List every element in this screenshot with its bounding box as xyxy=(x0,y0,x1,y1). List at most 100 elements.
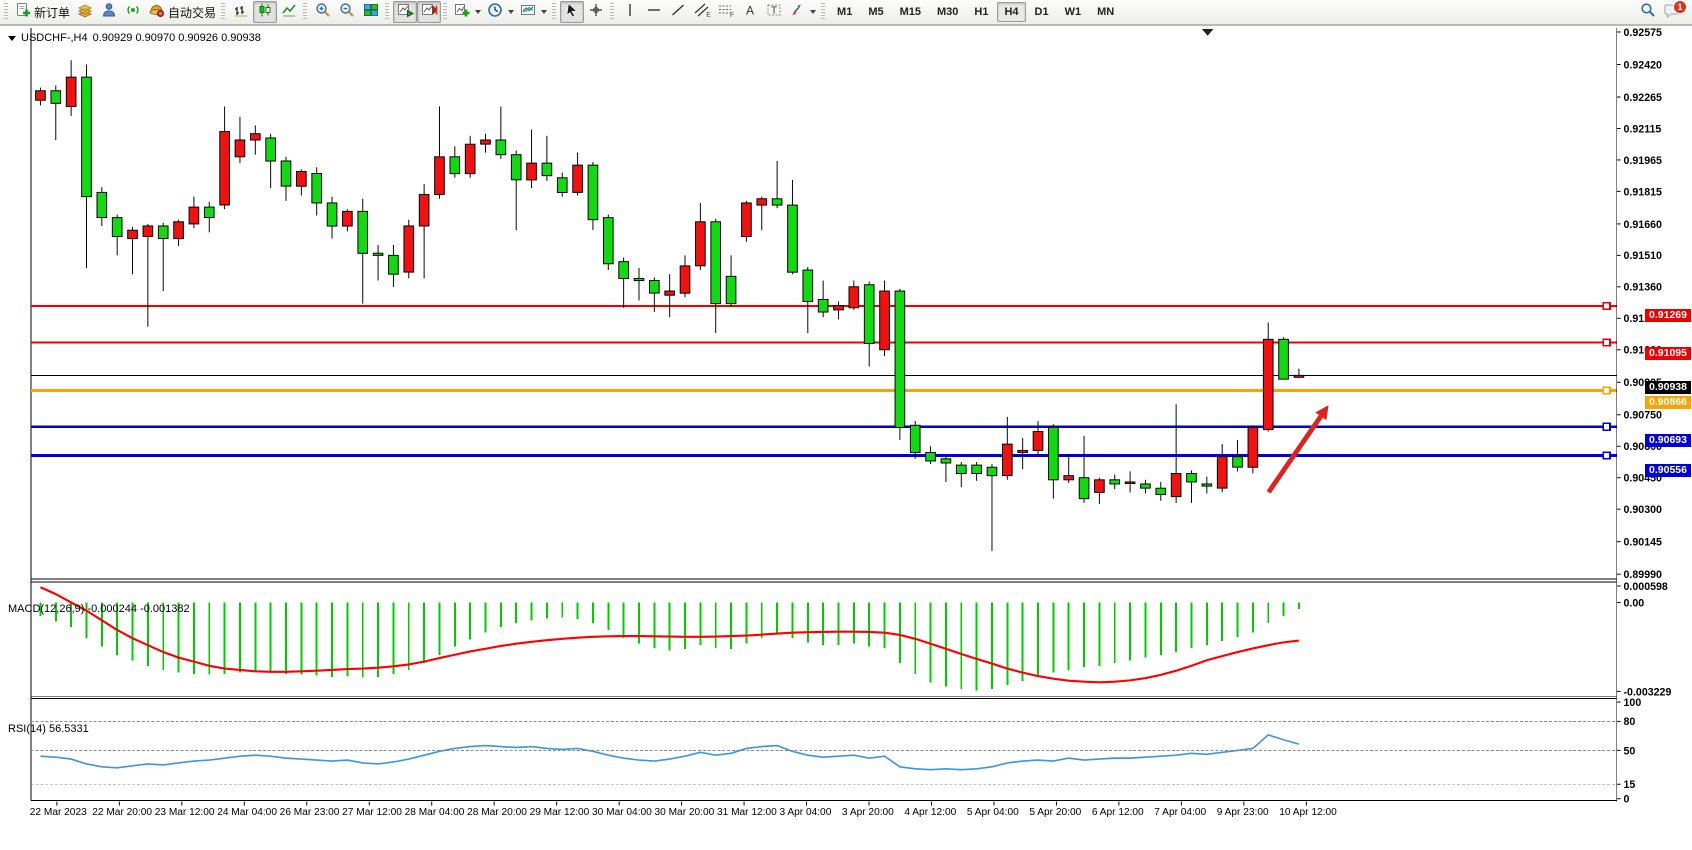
bar-chart-button[interactable] xyxy=(229,1,253,23)
svg-text:29 Mar 12:00: 29 Mar 12:00 xyxy=(530,807,590,818)
new-order-label: 新订单 xyxy=(34,5,71,20)
line-chart-button[interactable] xyxy=(277,1,301,23)
svg-text:0.90145: 0.90145 xyxy=(1624,537,1662,549)
zoom-out-button[interactable] xyxy=(335,1,359,23)
search-button[interactable] xyxy=(1636,1,1660,23)
timeframe-button-M5[interactable]: M5 xyxy=(868,6,884,18)
notifications-button[interactable]: 1 xyxy=(1660,0,1687,23)
horizontal-line-objects[interactable] xyxy=(30,301,1617,460)
svg-text:0.89990: 0.89990 xyxy=(1624,569,1662,581)
timeframe-button-M15[interactable]: M15 xyxy=(899,6,921,18)
svg-text:0.91965: 0.91965 xyxy=(1624,155,1662,167)
crosshair-button[interactable] xyxy=(584,1,608,23)
svg-text:100: 100 xyxy=(1624,697,1642,709)
price-axis[interactable]: 0.92575 0.92420 0.92265 0.92115 0.91965 0.918… xyxy=(1616,28,1672,806)
macd-indicator-label: MACD(12,26,9) -0.000244 -0.001382 xyxy=(8,603,190,615)
toolbar-drag-handle[interactable] xyxy=(4,3,8,21)
candlestick-chart-button[interactable] xyxy=(253,1,278,23)
svg-text:0.92265: 0.92265 xyxy=(1624,92,1662,104)
svg-text:24 Mar 04:00: 24 Mar 04:00 xyxy=(217,807,277,818)
tile-windows-icon xyxy=(363,2,379,23)
svg-text:10 Apr 12:00: 10 Apr 12:00 xyxy=(1279,807,1337,818)
chart-canvas[interactable]: 0.92575 0.92420 0.92265 0.92115 0.91965 0.918… xyxy=(0,28,1692,850)
timeframe-button-M1[interactable]: M1 xyxy=(837,6,853,18)
timeframe-button-H1[interactable]: H1 xyxy=(974,6,989,18)
new-order-button[interactable]: 新订单 xyxy=(12,1,73,23)
text-button[interactable]: A xyxy=(738,1,762,23)
svg-text:5 Apr 04:00: 5 Apr 04:00 xyxy=(967,807,1019,818)
toolbar-drag-handle[interactable] xyxy=(385,3,390,21)
symbol-name: USDCHF-,H4 xyxy=(21,32,88,44)
trendline-button[interactable] xyxy=(666,1,690,23)
trend-arrow-annotation[interactable] xyxy=(1266,405,1329,494)
broadcast-button[interactable] xyxy=(121,1,145,23)
svg-text:0.000598: 0.000598 xyxy=(1624,581,1668,593)
dropdown-caret-icon xyxy=(541,10,548,14)
navigator-button[interactable] xyxy=(97,1,121,23)
toolbar-drag-handle[interactable] xyxy=(610,3,615,21)
fibonacci-button[interactable]: F xyxy=(714,1,738,23)
svg-text:30 Mar 20:00: 30 Mar 20:00 xyxy=(655,807,715,818)
equidistant-channel-button[interactable]: E xyxy=(690,1,714,23)
tile-windows-button[interactable] xyxy=(359,1,383,23)
price-badge: 0.90866 xyxy=(1645,396,1691,410)
zoom-out-icon xyxy=(339,2,355,23)
clock-icon xyxy=(487,2,503,23)
shift-marker-icon xyxy=(1201,28,1214,36)
notification-count-badge: 1 xyxy=(1673,0,1687,14)
svg-text:23 Mar 12:00: 23 Mar 12:00 xyxy=(155,807,215,818)
search-icon xyxy=(1640,2,1656,23)
timeframe-button-W1[interactable]: W1 xyxy=(1064,6,1082,18)
svg-text:0.91660: 0.91660 xyxy=(1624,219,1662,231)
svg-text:0.91510: 0.91510 xyxy=(1624,250,1662,262)
horizontal-line-icon xyxy=(646,2,662,23)
navigator-person-icon xyxy=(101,2,117,23)
symbol-ohlc-line[interactable]: USDCHF-,H4 0.90929 0.90970 0.90926 0.909… xyxy=(8,32,261,44)
svg-text:7 Apr 04:00: 7 Apr 04:00 xyxy=(1154,807,1206,818)
toolbar-drag-handle[interactable] xyxy=(552,3,557,21)
svg-text:0.91815: 0.91815 xyxy=(1624,186,1662,198)
svg-text:9 Apr 23:00: 9 Apr 23:00 xyxy=(1217,807,1269,818)
timeframe-button-H4[interactable]: H4 xyxy=(997,2,1026,22)
dropdown-caret-icon xyxy=(810,10,817,14)
price-badge: 0.90938 xyxy=(1645,380,1691,394)
time-axis[interactable]: 22 Mar 2023 22 Mar 20:00 23 Mar 12:00 24 Ma… xyxy=(30,801,1337,819)
rsi-indicator-label: RSI(14) 56.5331 xyxy=(8,723,89,735)
svg-text:28 Mar 04:00: 28 Mar 04:00 xyxy=(405,807,465,818)
zoom-in-button[interactable] xyxy=(311,1,335,23)
timeframe-button-M30[interactable]: M30 xyxy=(937,6,959,18)
templates-button[interactable] xyxy=(517,1,550,23)
toolbar-drag-handle[interactable] xyxy=(303,3,308,21)
chart-shift-icon xyxy=(421,2,438,23)
svg-text:T: T xyxy=(771,5,777,16)
indicators-button[interactable] xyxy=(451,1,484,23)
toolbar-drag-handle[interactable] xyxy=(443,3,448,21)
svg-text:0: 0 xyxy=(1624,794,1630,806)
timeframe-toolbar: M1 M5 M15 M30 H1 H4 D1 W1 MN xyxy=(829,2,1122,22)
zoom-in-icon xyxy=(315,2,331,23)
toolbar: 新订单 自动交易 xyxy=(0,0,1692,26)
arrows-button[interactable] xyxy=(786,1,819,23)
text-label-button[interactable]: T xyxy=(762,1,786,23)
timeframe-button-D1[interactable]: D1 xyxy=(1034,6,1049,18)
autotrade-button[interactable]: 自动交易 xyxy=(145,1,219,23)
market-watch-button[interactable] xyxy=(73,1,97,23)
symbol-dropdown-icon[interactable] xyxy=(8,35,16,41)
pane-borders xyxy=(30,28,1618,802)
cursor-button[interactable] xyxy=(560,1,585,23)
horizontal-line-button[interactable] xyxy=(642,1,666,23)
rsi-level-lines xyxy=(30,720,1617,785)
auto-scroll-button[interactable] xyxy=(393,1,418,23)
svg-text:0.92575: 0.92575 xyxy=(1624,28,1662,39)
timeframe-button-MN[interactable]: MN xyxy=(1097,6,1115,18)
svg-text:0.92115: 0.92115 xyxy=(1624,123,1662,135)
periods-button[interactable] xyxy=(484,1,517,23)
toolbar-drag-handle[interactable] xyxy=(221,3,226,21)
bar-chart-icon xyxy=(233,2,249,23)
toolbar-drag-handle[interactable] xyxy=(821,3,826,21)
arrows-icon xyxy=(789,2,805,23)
chart-shift-button[interactable] xyxy=(417,1,442,23)
market-watch-icon xyxy=(77,2,93,23)
svg-text:-0.003229: -0.003229 xyxy=(1624,686,1672,698)
vertical-line-button[interactable] xyxy=(618,1,642,23)
